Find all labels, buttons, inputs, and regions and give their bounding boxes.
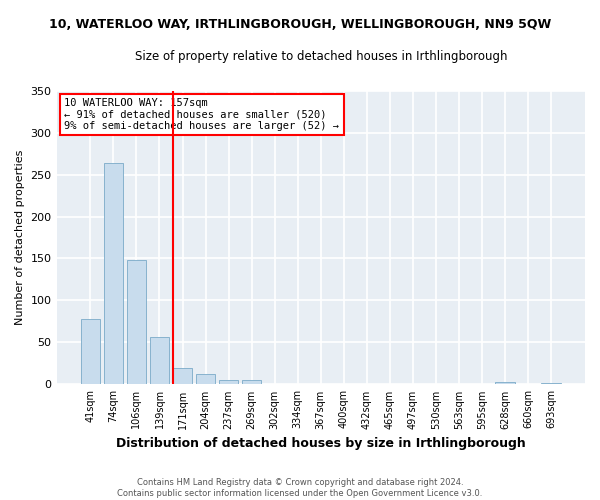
Bar bbox=[496, 382, 515, 384]
Y-axis label: Number of detached properties: Number of detached properties bbox=[15, 150, 25, 325]
Bar bbox=[219, 380, 238, 384]
Text: Contains HM Land Registry data © Crown copyright and database right 2024.
Contai: Contains HM Land Registry data © Crown c… bbox=[118, 478, 482, 498]
Bar bbox=[541, 383, 561, 384]
Text: 10, WATERLOO WAY, IRTHLINGBOROUGH, WELLINGBOROUGH, NN9 5QW: 10, WATERLOO WAY, IRTHLINGBOROUGH, WELLI… bbox=[49, 18, 551, 30]
Bar bbox=[104, 163, 123, 384]
Text: 10 WATERLOO WAY: 157sqm
← 91% of detached houses are smaller (520)
9% of semi-de: 10 WATERLOO WAY: 157sqm ← 91% of detache… bbox=[64, 98, 340, 131]
Bar bbox=[196, 374, 215, 384]
Bar bbox=[80, 319, 100, 384]
Bar bbox=[173, 368, 193, 384]
X-axis label: Distribution of detached houses by size in Irthlingborough: Distribution of detached houses by size … bbox=[116, 437, 526, 450]
Bar bbox=[149, 336, 169, 384]
Bar bbox=[127, 260, 146, 384]
Bar bbox=[242, 380, 262, 384]
Title: Size of property relative to detached houses in Irthlingborough: Size of property relative to detached ho… bbox=[134, 50, 507, 63]
